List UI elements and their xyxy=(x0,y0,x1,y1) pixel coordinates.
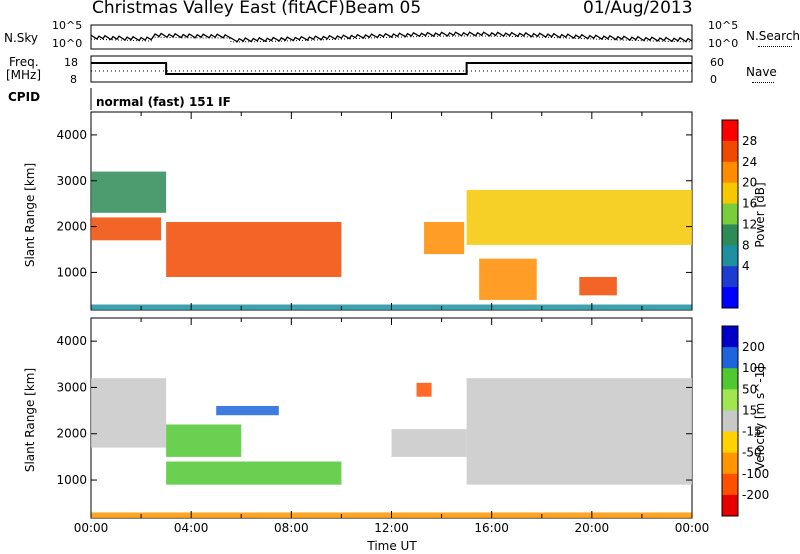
power-echo-region-4 xyxy=(466,189,692,245)
power-colorbar-seg-3 xyxy=(722,182,738,205)
power-ytick-label-2: 3000 xyxy=(56,174,87,188)
power-colorbar-tick-5: 8 xyxy=(742,238,750,252)
velocity-colorbar-tick-4: -15 xyxy=(742,425,762,439)
velocity-ytick-label-0: 1000 xyxy=(56,473,87,487)
velocity-colorbar-seg-2 xyxy=(722,368,738,390)
x-tick-label-0: 00:00 xyxy=(74,521,109,535)
velocity-echo-region-5 xyxy=(416,382,432,397)
x-tick-label-2: 08:00 xyxy=(274,521,309,535)
power-colorbar-seg-2 xyxy=(722,161,738,184)
x-tick-label-3: 12:00 xyxy=(374,521,409,535)
beam-label: Beam 05 xyxy=(345,0,422,18)
velocity-colorbar-seg-5 xyxy=(722,431,738,454)
power-echo-region-3 xyxy=(424,222,465,255)
velocity-colorbar-tick-6: -100 xyxy=(742,467,769,481)
power-colorbar-seg-7 xyxy=(722,266,738,288)
freq-unit-label: [MHz] xyxy=(6,68,42,82)
velocity-ytick-label-3: 4000 xyxy=(56,334,87,348)
nsearch-legend-line xyxy=(758,46,792,47)
date-label: 01/Aug/2013 xyxy=(583,0,693,18)
power-colorbar-tick-4: 12 xyxy=(742,217,757,231)
velocity-ytick-label-1: 2000 xyxy=(56,427,87,441)
velocity-colorbar-tick-2: 50 xyxy=(742,382,757,396)
power-colorbar-tick-0: 28 xyxy=(742,134,757,148)
power-echo-region-5 xyxy=(479,258,537,300)
velocity-colorbar-seg-3 xyxy=(722,389,738,411)
x-tick-label-1: 04:00 xyxy=(174,521,209,535)
velocity-colorbar-tick-7: -200 xyxy=(742,488,769,502)
velocity-colorbar-tick-1: 100 xyxy=(742,361,765,375)
x-axis-label: Time UT xyxy=(367,539,417,553)
velocity-colorbar-seg-0 xyxy=(722,326,738,348)
nsky-tick-bottom: 10^0 xyxy=(52,37,83,50)
velocity-colorbar-seg-6 xyxy=(722,452,738,475)
cpid-label: CPID xyxy=(8,90,41,104)
freq-panel-frame xyxy=(90,55,693,83)
nave-label: Nave xyxy=(746,65,777,79)
power-colorbar-seg-8 xyxy=(722,287,738,309)
power-colorbar-seg-0 xyxy=(722,120,738,142)
velocity-echo-region-4 xyxy=(391,429,467,457)
nsearch-tick-bottom: 10^0 xyxy=(708,37,739,50)
frequency-line xyxy=(91,62,692,75)
freq-tick-top: 18 xyxy=(64,56,78,69)
velocity-echo-region-1 xyxy=(166,424,242,457)
station-title: Christmas Valley East (fitACF) xyxy=(92,0,345,18)
velocity-echo-region-2 xyxy=(216,405,279,416)
nsearch-label: N.Search xyxy=(746,29,800,43)
power-echo-region-0 xyxy=(91,217,162,241)
power-echo-region-6 xyxy=(579,277,617,296)
power-colorbar-frame xyxy=(721,119,739,309)
power-colorbar-tick-2: 20 xyxy=(742,176,757,190)
power-colorbar-tick-6: 4 xyxy=(742,259,750,273)
nsearch-tick-top: 10^5 xyxy=(708,19,739,32)
power-colorbar-seg-4 xyxy=(722,203,738,225)
velocity-echo-region-3 xyxy=(166,461,342,485)
power-ytick-label-3: 4000 xyxy=(56,128,87,142)
velocity-echo-region-0 xyxy=(91,378,167,448)
velocity-colorbar-seg-8 xyxy=(722,494,738,517)
nave-tick-bottom: 0 xyxy=(710,73,717,86)
velocity-colorbar-tick-3: 15 xyxy=(742,403,757,417)
power-ytick-label-0: 1000 xyxy=(56,265,87,279)
freq-label: Freq. xyxy=(9,55,39,69)
velocity-echo-region-6 xyxy=(466,378,692,485)
x-tick-label-5: 20:00 xyxy=(575,521,610,535)
noise-sky-line xyxy=(90,31,693,43)
velocity-colorbar-seg-7 xyxy=(722,473,738,496)
velocity-colorbar-seg-1 xyxy=(722,347,738,369)
velocity-ytick-label-2: 3000 xyxy=(56,380,87,394)
nave-legend-line xyxy=(752,82,774,83)
power-colorbar-seg-5 xyxy=(722,224,738,246)
power-colorbar-seg-1 xyxy=(722,140,738,163)
noise-panel-frame xyxy=(90,24,693,50)
power-echo-region-2 xyxy=(166,222,342,277)
velocity-colorbar-tick-0: 200 xyxy=(742,340,765,354)
nsky-label: N.Sky xyxy=(4,31,39,45)
freq-tick-bottom: 8 xyxy=(70,73,77,86)
power-colorbar-tick-3: 16 xyxy=(742,197,757,211)
x-tick-label-4: 16:00 xyxy=(474,521,509,535)
nsky-tick-top: 10^5 xyxy=(52,19,83,32)
cpid-program: normal (fast) 151 IF xyxy=(96,95,231,109)
velocity-colorbar-frame xyxy=(721,325,739,517)
velocity-colorbar-tick-5: -50 xyxy=(742,446,762,460)
power-ytick-label-1: 2000 xyxy=(56,220,87,234)
velocity-colorbar-seg-4 xyxy=(722,410,738,433)
x-tick-label-6: 00:00 xyxy=(675,521,710,535)
power-colorbar-tick-1: 24 xyxy=(742,155,757,169)
noise-search-line xyxy=(90,35,692,43)
power-colorbar-seg-6 xyxy=(722,245,738,267)
power-echo-region-1 xyxy=(91,171,167,213)
nave-tick-top: 60 xyxy=(710,56,724,69)
